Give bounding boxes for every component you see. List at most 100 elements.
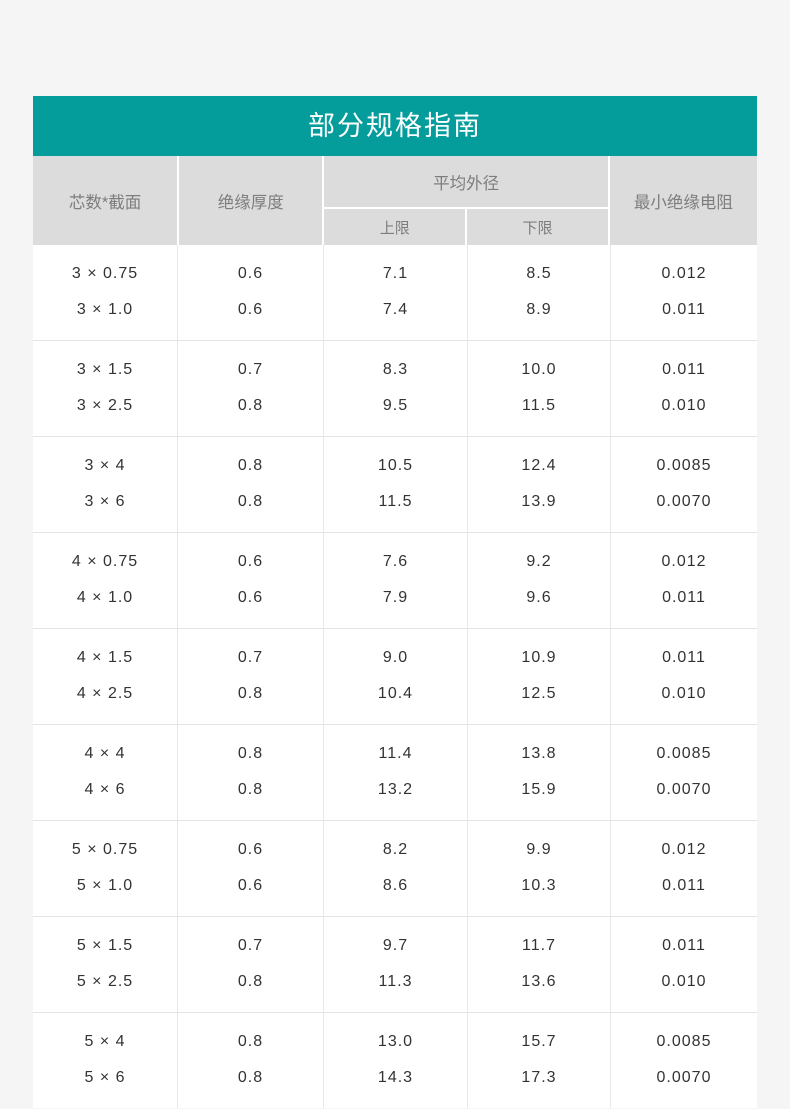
- cell-value: 12.5: [521, 685, 557, 702]
- cell-value: 7.9: [382, 589, 409, 606]
- table-cell-core-section: 5 × 0.75 5 × 1.0: [33, 821, 178, 916]
- table-row-group: 3 × 0.75 3 × 1.0 0.6 0.6 7.1 7.4 8.5 8.9 0.012 0.…: [33, 245, 757, 340]
- cell-value: 5 × 2.5: [76, 973, 134, 990]
- table-cell-min-insulation-resistance: 0.012 0.011: [611, 821, 757, 916]
- cell-value: 0.011: [662, 877, 706, 894]
- cell-value: 11.3: [378, 973, 413, 990]
- cell-value: 0.010: [661, 397, 707, 414]
- table-cell-core-section: 4 × 1.5 4 × 2.5: [33, 629, 178, 724]
- cell-value: 0.8: [237, 493, 264, 510]
- cell-value: 0.7: [237, 937, 264, 954]
- cell-value: 0.8: [237, 1033, 264, 1050]
- table-cell-min-insulation-resistance: 0.011 0.010: [611, 629, 757, 724]
- cell-value: 0.6: [237, 553, 264, 570]
- table-cell-core-section: 4 × 0.75 4 × 1.0: [33, 533, 178, 628]
- table-cell-od-upper-limit: 13.0 14.3: [324, 1013, 468, 1108]
- cell-value: 0.8: [237, 397, 264, 414]
- cell-value: 11.7: [522, 937, 556, 954]
- cell-value: 4 × 1.0: [76, 589, 134, 606]
- column-header-lower-limit: 下限: [467, 209, 608, 245]
- table-cell-min-insulation-resistance: 0.011 0.010: [611, 917, 757, 1012]
- cell-value: 0.8: [237, 973, 264, 990]
- cell-value: 0.7: [237, 361, 264, 378]
- cell-value: 0.6: [237, 877, 264, 894]
- cell-value: 17.3: [521, 1069, 557, 1086]
- table-cell-od-lower-limit: 13.8 15.9: [468, 725, 611, 820]
- cell-value: 0.0070: [656, 1069, 712, 1086]
- table-row-group: 4 × 1.5 4 × 2.5 0.7 0.8 9.0 10.4 10.9 12.5 0.011…: [33, 628, 757, 724]
- cell-value: 9.7: [382, 937, 409, 954]
- cell-value: 9.9: [526, 841, 552, 858]
- cell-value: 0.012: [661, 841, 707, 858]
- cell-value: 11.5: [522, 397, 556, 414]
- cell-value: 0.0070: [656, 781, 712, 798]
- cell-value: 13.9: [521, 493, 557, 510]
- table-cell-insulation-thickness: 0.6 0.6: [178, 245, 324, 340]
- cell-value: 0.011: [662, 937, 706, 954]
- table-cell-min-insulation-resistance: 0.0085 0.0070: [611, 1013, 757, 1108]
- cell-value: 5 × 4: [84, 1033, 126, 1050]
- table-cell-insulation-thickness: 0.8 0.8: [178, 1013, 324, 1108]
- table-cell-od-upper-limit: 7.6 7.9: [324, 533, 468, 628]
- table-cell-od-lower-limit: 8.5 8.9: [468, 245, 611, 340]
- table-cell-od-upper-limit: 8.2 8.6: [324, 821, 468, 916]
- cell-value: 13.0: [377, 1033, 414, 1050]
- table-cell-od-lower-limit: 10.0 11.5: [468, 341, 611, 436]
- table-cell-min-insulation-resistance: 0.011 0.010: [611, 341, 757, 436]
- cell-value: 5 × 0.75: [71, 841, 139, 858]
- cell-value: 3 × 0.75: [71, 265, 139, 282]
- table-cell-od-upper-limit: 7.1 7.4: [324, 245, 468, 340]
- table-cell-od-lower-limit: 11.7 13.6: [468, 917, 611, 1012]
- table-cell-od-lower-limit: 15.7 17.3: [468, 1013, 611, 1108]
- cell-value: 14.3: [377, 1069, 414, 1086]
- table-cell-min-insulation-resistance: 0.012 0.011: [611, 533, 757, 628]
- cell-value: 13.2: [377, 781, 414, 798]
- table-title: 部分规格指南: [33, 96, 757, 156]
- cell-value: 4 × 1.5: [76, 649, 134, 666]
- cell-value: 0.0070: [656, 493, 712, 510]
- cell-value: 0.7: [237, 649, 264, 666]
- table-cell-min-insulation-resistance: 0.012 0.011: [611, 245, 757, 340]
- cell-value: 3 × 6: [84, 493, 126, 510]
- cell-value: 0.8: [237, 1069, 264, 1086]
- cell-value: 10.9: [521, 649, 557, 666]
- table-cell-core-section: 3 × 1.5 3 × 2.5: [33, 341, 178, 436]
- table-cell-od-upper-limit: 9.7 11.3: [324, 917, 468, 1012]
- cell-value: 8.5: [526, 265, 552, 282]
- table-cell-od-upper-limit: 8.3 9.5: [324, 341, 468, 436]
- table-cell-core-section: 4 × 4 4 × 6: [33, 725, 178, 820]
- table-cell-od-lower-limit: 9.2 9.6: [468, 533, 611, 628]
- cell-value: 10.0: [521, 361, 557, 378]
- cell-value: 4 × 6: [84, 781, 126, 798]
- cell-value: 15.7: [521, 1033, 557, 1050]
- table-cell-insulation-thickness: 0.7 0.8: [178, 917, 324, 1012]
- table-row-group: 5 × 0.75 5 × 1.0 0.6 0.6 8.2 8.6 9.9 10.3 0.012 0…: [33, 820, 757, 916]
- cell-value: 8.6: [382, 877, 409, 894]
- table-cell-od-upper-limit: 11.4 13.2: [324, 725, 468, 820]
- cell-value: 0.6: [237, 265, 264, 282]
- table-cell-min-insulation-resistance: 0.0085 0.0070: [611, 437, 757, 532]
- table-header: 芯数*截面 绝缘厚度 平均外径 上限 下限 最小绝缘电阻: [33, 156, 758, 245]
- cell-value: 0.011: [662, 589, 706, 606]
- cell-value: 10.5: [377, 457, 414, 474]
- cell-value: 0.011: [662, 649, 706, 666]
- table-cell-insulation-thickness: 0.6 0.6: [178, 533, 324, 628]
- cell-value: 0.0085: [656, 457, 712, 474]
- table-body: 3 × 0.75 3 × 1.0 0.6 0.6 7.1 7.4 8.5 8.9 0.012 0.…: [33, 245, 757, 1108]
- table-cell-insulation-thickness: 0.7 0.8: [178, 629, 324, 724]
- column-header-upper-limit: 上限: [324, 209, 466, 245]
- cell-value: 8.3: [382, 361, 409, 378]
- cell-value: 9.5: [382, 397, 409, 414]
- cell-value: 5 × 6: [84, 1069, 126, 1086]
- cell-value: 0.012: [661, 553, 707, 570]
- cell-value: 0.8: [237, 781, 264, 798]
- table-cell-min-insulation-resistance: 0.0085 0.0070: [611, 725, 757, 820]
- cell-value: 0.8: [237, 457, 264, 474]
- cell-value: 0.010: [661, 973, 707, 990]
- cell-value: 0.012: [661, 265, 707, 282]
- table-cell-insulation-thickness: 0.8 0.8: [178, 437, 324, 532]
- column-header-min-insulation-resistance: 最小绝缘电阻: [609, 156, 758, 245]
- table-cell-od-lower-limit: 9.9 10.3: [468, 821, 611, 916]
- table-cell-core-section: 5 × 4 5 × 6: [33, 1013, 178, 1108]
